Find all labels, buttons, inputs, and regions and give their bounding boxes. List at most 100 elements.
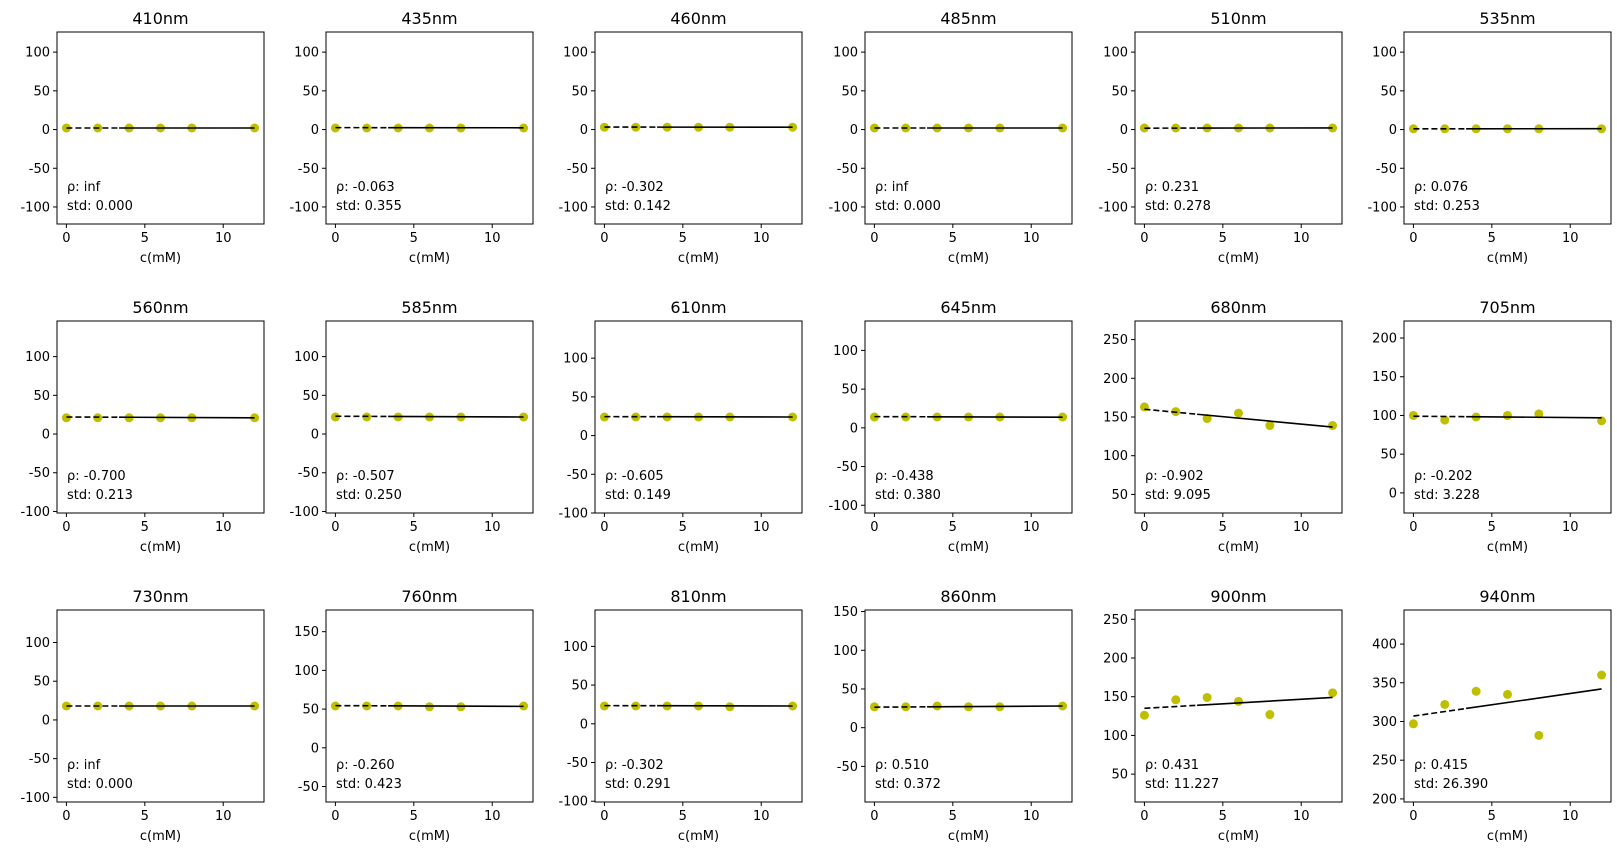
y-tick-label: 0 bbox=[580, 717, 588, 732]
data-point bbox=[1265, 421, 1275, 431]
y-tick-label: 0 bbox=[311, 741, 319, 756]
y-tick-label: 150 bbox=[1103, 411, 1128, 426]
x-tick-label: 0 bbox=[1140, 809, 1148, 824]
x-axis-label: c(mM) bbox=[1487, 251, 1528, 266]
y-tick-label: 100 bbox=[294, 350, 319, 365]
y-tick-label: 0 bbox=[850, 123, 858, 138]
y-tick-label: 250 bbox=[1372, 754, 1397, 769]
x-tick-label: 10 bbox=[753, 520, 770, 535]
x-axis-label: c(mM) bbox=[948, 540, 989, 555]
subplot-645nm: 645nm -100 -50 0 50 100 0 5 10 c(mM) ρ: -0.438 std:… bbox=[828, 298, 1073, 555]
subplot-560nm: 560nm -100 -50 0 50 100 0 5 10 c(mM) ρ: -0.700 std:… bbox=[20, 298, 265, 555]
y-tick-label: 0 bbox=[580, 429, 588, 444]
subplot-title: 730nm bbox=[132, 587, 188, 606]
y-tick-label: 0 bbox=[311, 123, 319, 138]
x-tick-label: 5 bbox=[1219, 520, 1227, 535]
y-tick-label: 150 bbox=[294, 625, 319, 640]
x-tick-label: 5 bbox=[679, 231, 687, 246]
rho-annotation: ρ: -0.063 bbox=[336, 180, 395, 195]
data-point bbox=[1234, 408, 1243, 418]
y-tick-label: -50 bbox=[1107, 162, 1128, 177]
x-tick-label: 5 bbox=[1488, 231, 1496, 246]
y-tick-label: -100 bbox=[828, 499, 858, 514]
y-tick-label: 350 bbox=[1372, 676, 1397, 691]
y-tick-label: 100 bbox=[563, 640, 588, 655]
y-tick-label: 50 bbox=[33, 84, 50, 99]
rho-annotation: ρ: 0.510 bbox=[875, 758, 929, 773]
subplot-title: 410nm bbox=[132, 9, 188, 28]
plot-frame bbox=[1134, 609, 1343, 803]
y-tick-label: 50 bbox=[302, 703, 319, 718]
rho-annotation: ρ: -0.202 bbox=[1414, 469, 1473, 484]
x-tick-label: 5 bbox=[1488, 520, 1496, 535]
y-tick-label: 50 bbox=[841, 682, 858, 697]
fit-line bbox=[119, 416, 255, 419]
rho-annotation: ρ: -0.700 bbox=[67, 469, 126, 484]
y-tick-label: 0 bbox=[42, 428, 50, 443]
subplot-title: 940nm bbox=[1479, 587, 1535, 606]
std-annotation: std: 0.149 bbox=[605, 488, 671, 503]
y-tick-label: -50 bbox=[1376, 162, 1397, 177]
y-tick-label: 0 bbox=[1389, 486, 1397, 501]
std-annotation: std: 0.291 bbox=[605, 777, 671, 792]
x-tick-label: 5 bbox=[679, 520, 687, 535]
data-point bbox=[1408, 410, 1418, 420]
subplot-title: 485nm bbox=[940, 9, 996, 28]
y-tick-label: 50 bbox=[1380, 448, 1397, 463]
data-point bbox=[1139, 710, 1149, 720]
y-tick-label: -50 bbox=[567, 162, 588, 177]
x-tick-label: 5 bbox=[679, 809, 687, 824]
subplot-760nm: 760nm -50 0 50 100 150 0 5 10 c(mM) ρ: -0.260 std: … bbox=[294, 587, 534, 844]
x-tick-label: 0 bbox=[1140, 520, 1148, 535]
y-tick-label: 100 bbox=[1103, 46, 1128, 61]
data-point bbox=[1440, 699, 1450, 709]
subplot-title: 900nm bbox=[1210, 587, 1266, 606]
x-tick-label: 5 bbox=[141, 809, 149, 824]
x-tick-label: 0 bbox=[1140, 231, 1148, 246]
std-annotation: std: 0.000 bbox=[875, 199, 941, 214]
rho-annotation: ρ: -0.902 bbox=[1145, 469, 1204, 484]
x-tick-label: 0 bbox=[62, 809, 70, 824]
x-tick-label: 0 bbox=[331, 809, 339, 824]
data-point bbox=[1408, 719, 1418, 729]
x-tick-label: 10 bbox=[753, 809, 770, 824]
y-tick-label: 100 bbox=[1103, 729, 1128, 744]
y-tick-label: 100 bbox=[25, 46, 50, 61]
y-tick-label: 50 bbox=[302, 389, 319, 404]
rho-annotation: ρ: inf bbox=[67, 758, 101, 773]
subplot-title: 610nm bbox=[670, 298, 726, 317]
x-tick-label: 10 bbox=[1023, 520, 1040, 535]
subplot-title: 760nm bbox=[401, 587, 457, 606]
y-tick-label: 0 bbox=[850, 721, 858, 736]
y-tick-label: 300 bbox=[1372, 715, 1397, 730]
std-annotation: std: 26.390 bbox=[1414, 777, 1488, 792]
subplot-535nm: 535nm -100 -50 0 50 100 0 5 10 c(mM) ρ: 0.076 std: … bbox=[1367, 9, 1612, 266]
x-tick-label: 10 bbox=[1562, 809, 1579, 824]
x-tick-label: 0 bbox=[1409, 809, 1417, 824]
std-annotation: std: 0.372 bbox=[875, 777, 941, 792]
x-axis-label: c(mM) bbox=[140, 829, 181, 844]
x-axis-label: c(mM) bbox=[678, 251, 719, 266]
data-point bbox=[1534, 409, 1544, 419]
x-tick-label: 10 bbox=[753, 231, 770, 246]
data-point bbox=[1234, 696, 1243, 706]
y-tick-label: 150 bbox=[833, 605, 858, 620]
subplot-585nm: 585nm -100 -50 0 50 100 0 5 10 c(mM) ρ: -0.507 std:… bbox=[289, 298, 534, 555]
y-tick-label: -50 bbox=[298, 466, 319, 481]
y-tick-label: -50 bbox=[298, 162, 319, 177]
rho-annotation: ρ: inf bbox=[67, 180, 101, 195]
x-tick-label: 0 bbox=[870, 809, 878, 824]
x-tick-label: 10 bbox=[1023, 809, 1040, 824]
y-tick-label: 50 bbox=[1111, 84, 1128, 99]
y-tick-label: -100 bbox=[289, 200, 319, 215]
subplot-title: 680nm bbox=[1210, 298, 1266, 317]
x-axis-label: c(mM) bbox=[678, 829, 719, 844]
x-tick-label: 0 bbox=[1409, 231, 1417, 246]
std-annotation: std: 0.250 bbox=[336, 488, 402, 503]
fit-line bbox=[388, 415, 524, 418]
y-tick-label: -50 bbox=[837, 760, 858, 775]
x-tick-label: 10 bbox=[215, 231, 232, 246]
data-point bbox=[1503, 410, 1512, 420]
subplot-title: 460nm bbox=[670, 9, 726, 28]
